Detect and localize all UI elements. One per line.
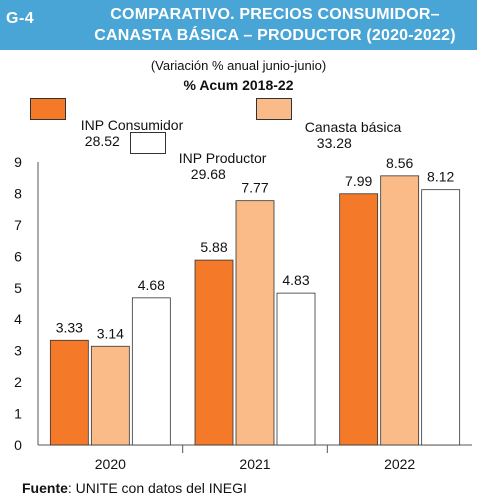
y-tick-label: 2 [14,374,22,390]
bar-value-label: 7.77 [241,180,268,196]
bar [235,200,275,446]
bar-value-label: 4.83 [282,272,309,288]
y-tick-label: 1 [14,406,22,422]
chart-subtitle: (Variación % anual junio-junio) [150,58,327,73]
y-tick-label: 9 [14,154,22,170]
title-banner: G-4 COMPARATIVO. PRECIOS CONSUMIDOR– CAN… [0,0,477,50]
source-text: : UNITE con datos del INEGI [67,480,247,496]
bar-value-label: 8.12 [427,169,454,185]
legend-productor-value: 29.68 [190,166,226,182]
y-tick-label: 6 [14,248,22,264]
legend-consumidor-name: INP Consumidor [80,117,184,133]
bar [194,259,234,446]
legend-swatch-consumidor [30,98,66,120]
y-tick-label: 7 [14,217,22,233]
legend-canasta-name: Canasta básica [304,119,402,135]
source-note: Fuente: UNITE con datos del INEGI [22,480,247,496]
x-tick-label: 2021 [239,456,270,472]
chart-title: COMPARATIVO. PRECIOS CONSUMIDOR– CANASTA… [80,4,470,46]
bar-value-label: 3.14 [97,325,124,341]
bar [131,297,171,446]
legend-canasta-value: 33.28 [316,135,352,151]
legend-consumidor-value: 28.52 [84,133,120,149]
bar-value-label: 8.56 [386,155,413,171]
bar-value-label: 4.68 [138,277,165,293]
legend-swatch-productor [130,132,166,154]
figure-label: G-4 [6,10,35,27]
legend-label-canasta: Canasta básica 33.28 [297,103,402,151]
y-tick-label: 5 [14,280,22,296]
x-tick-label: 2020 [95,456,126,472]
bar-value-label: 5.88 [200,239,227,255]
bar [380,175,420,446]
bar [276,292,316,446]
legend-label-consumidor: INP Consumidor 28.52 [73,101,183,149]
y-tick-label: 3 [14,343,22,359]
y-tick-label: 8 [14,185,22,201]
legend-label-productor: INP Productor 29.68 [171,134,267,182]
bar [49,339,89,446]
bar-value-label: 7.99 [345,173,372,189]
source-label: Fuente [22,480,68,496]
bar [339,193,379,446]
y-tick-label: 4 [14,311,22,327]
legend-productor-name: INP Productor [178,150,267,166]
bar [421,189,461,446]
bar [90,345,130,446]
chart-title-line-1: COMPARATIVO. PRECIOS CONSUMIDOR– [110,6,440,23]
chart-title-line-2: CANASTA BÁSICA – PRODUCTOR (2020-2022) [94,27,456,44]
bar-value-label: 3.33 [56,319,83,335]
x-tick-label: 2022 [384,456,415,472]
legend-swatch-canasta [256,98,292,120]
y-tick-label: 0 [14,437,22,453]
legend-heading: % Acum 2018-22 [183,77,294,93]
